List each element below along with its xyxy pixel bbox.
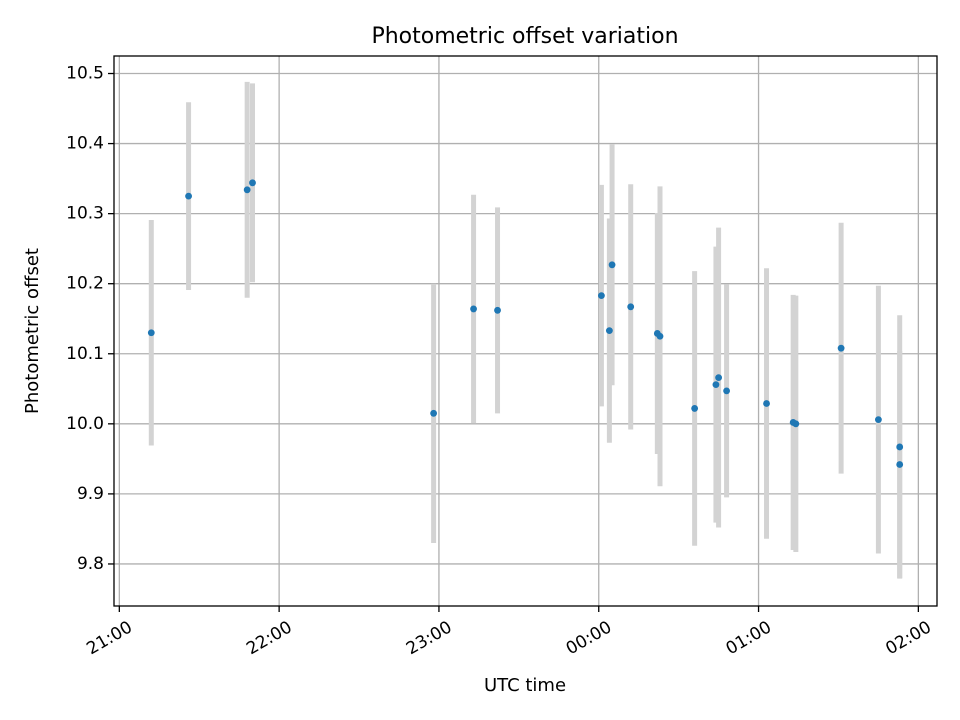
data-point bbox=[875, 416, 882, 424]
data-point bbox=[185, 192, 192, 200]
data-point bbox=[249, 179, 256, 187]
data-point bbox=[792, 420, 800, 428]
y-tick-label: 9.9 bbox=[77, 484, 104, 504]
data-point bbox=[896, 461, 904, 468]
data-point bbox=[763, 400, 770, 407]
data-point bbox=[470, 305, 477, 313]
plot-frame bbox=[113, 55, 938, 607]
data-point bbox=[691, 405, 699, 412]
data-point bbox=[598, 292, 605, 300]
data-point bbox=[656, 332, 664, 340]
y-tick-label: 10.0 bbox=[66, 414, 104, 434]
data-point bbox=[608, 261, 616, 269]
data-point bbox=[494, 306, 501, 314]
chart-title: Photometric offset variation bbox=[371, 24, 678, 49]
y-axis-label: Photometric offset bbox=[22, 248, 43, 414]
data-point bbox=[837, 344, 845, 352]
y-tick-label: 9.8 bbox=[77, 554, 104, 574]
grid bbox=[114, 56, 937, 606]
y-tick-label: 10.5 bbox=[66, 64, 104, 84]
x-tick-label: 02:00 bbox=[882, 617, 934, 659]
data-point bbox=[715, 374, 722, 381]
error-bars bbox=[148, 81, 903, 579]
data-point bbox=[627, 303, 635, 311]
y-tick-label: 10.2 bbox=[66, 274, 104, 294]
data-point bbox=[605, 327, 613, 335]
x-tick-label: 01:00 bbox=[723, 617, 775, 659]
data-point bbox=[430, 409, 438, 417]
data-point bbox=[147, 329, 155, 337]
x-axis-label: UTC time bbox=[484, 675, 566, 696]
y-axis-ticks: 9.8 9.9 10.0 10.1 10.2 10.3 10.4 10.5 bbox=[66, 64, 114, 574]
y-tick-label: 10.1 bbox=[66, 344, 104, 364]
data-point bbox=[243, 186, 251, 194]
x-tick-label: 22:00 bbox=[243, 617, 295, 659]
data-point bbox=[896, 443, 904, 451]
y-tick-label: 10.3 bbox=[66, 204, 104, 224]
x-tick-label: 23:00 bbox=[403, 617, 455, 659]
data-point bbox=[723, 387, 730, 395]
x-tick-label: 21:00 bbox=[83, 617, 135, 659]
x-tick-label: 00:00 bbox=[563, 617, 615, 659]
data-points bbox=[147, 179, 904, 468]
data-point bbox=[712, 381, 720, 388]
x-axis-ticks: 21:00 22:00 23:00 00:00 01:00 02:00 bbox=[83, 606, 935, 659]
y-tick-label: 10.4 bbox=[66, 134, 104, 154]
